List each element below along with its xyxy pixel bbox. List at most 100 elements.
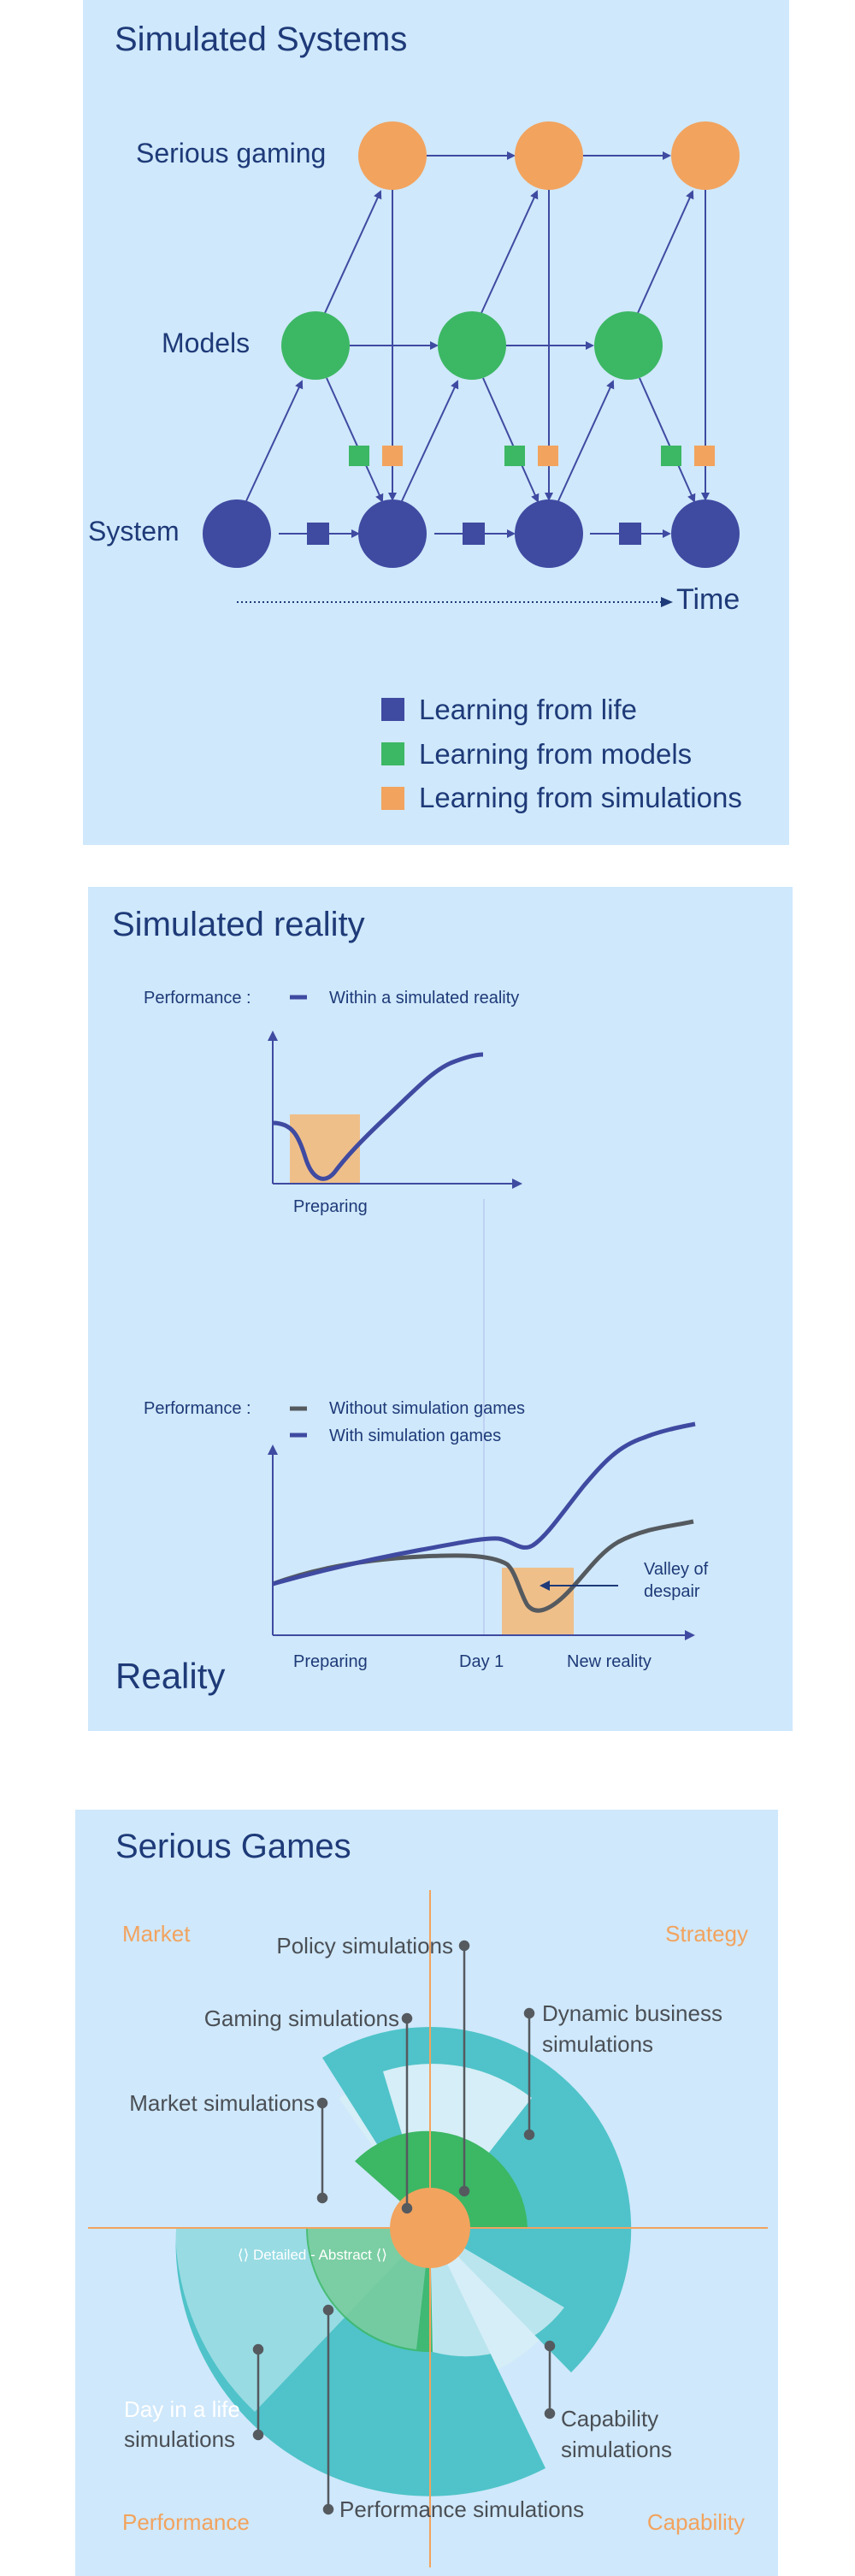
annotation-line1: Valley of	[644, 1560, 709, 1579]
learning-from-models-marker	[349, 446, 369, 466]
legend-swatch-life	[381, 698, 404, 721]
time-label: Time	[676, 583, 740, 616]
policy-simulations-label: Policy simulations	[276, 1933, 453, 1959]
valley-highlight	[502, 1568, 574, 1635]
serious-gaming-node	[358, 121, 427, 190]
annotation-pointer-arrowhead	[540, 1580, 550, 1591]
legend-swatch-models	[381, 742, 404, 765]
arrow	[400, 380, 459, 504]
center-right-glyph: ⟨⟩	[372, 2247, 387, 2263]
simulated-systems-diagram: Simulated Systems Serious gaming Models …	[88, 21, 742, 813]
performance-dot	[322, 2304, 334, 2316]
center-label: Detailed - Abstract	[253, 2247, 372, 2263]
legend-label: Without simulation games	[329, 1399, 525, 1418]
system-node	[203, 499, 271, 568]
capability-dot-end	[544, 2408, 556, 2419]
dynamic-dot	[523, 2007, 535, 2019]
performance-simulations-label: Performance simulations	[339, 2496, 584, 2522]
learning-from-simulations-marker	[382, 446, 403, 466]
x-label: Preparing	[293, 1197, 368, 1216]
x-label: Day 1	[459, 1652, 504, 1671]
quadrant-label-strategy: Strategy	[665, 1921, 748, 1947]
panel-title: Simulated Systems	[115, 21, 407, 58]
gaming-dot	[401, 2012, 413, 2024]
arrow	[557, 380, 615, 504]
leader-lines	[252, 1940, 556, 2515]
sector-light-overlay	[308, 2228, 430, 2349]
policy-dot	[458, 1940, 470, 1952]
capability-dot	[544, 2340, 556, 2352]
arrow	[324, 190, 382, 314]
center-label-text: ⟨⟩ Detailed - Abstract ⟨⟩	[238, 2247, 387, 2263]
legend-label: With simulation games	[329, 1427, 501, 1445]
series-line-simulated	[272, 1052, 484, 1181]
capability-simulations-label-line2: simulations	[561, 2437, 672, 2462]
learning-from-life-marker	[619, 523, 641, 545]
market-simulations-label: Market simulations	[129, 2090, 315, 2116]
annotation-line2: despair	[644, 1582, 700, 1601]
series-line-without	[272, 1519, 694, 1613]
dynamic-dot-end	[523, 2129, 535, 2141]
x-axis-arrowhead	[685, 1630, 695, 1640]
simulated-reality-panel: Simulated reality Performance : Within a…	[88, 887, 793, 1731]
x-label: New reality	[567, 1652, 652, 1671]
row-label-serious-gaming: Serious gaming	[136, 138, 326, 168]
arrow	[245, 380, 304, 504]
quadrant-label-capability: Capability	[647, 2509, 745, 2535]
serious-games-panel: Serious Games Market Strategy Performanc…	[75, 1810, 778, 2576]
y-axis-arrowhead	[268, 1445, 278, 1455]
nodes	[203, 121, 740, 568]
learning-markers	[307, 446, 715, 545]
dynamic-business-simulations-label-line1: Dynamic business	[542, 2000, 722, 2026]
day-in-life-dot	[252, 2343, 264, 2355]
performance-label: Performance :	[144, 989, 251, 1007]
arrow	[326, 377, 384, 503]
sector-green-performance	[306, 2228, 433, 2353]
y-axis-arrowhead	[268, 1031, 278, 1041]
learning-from-simulations-marker	[694, 446, 715, 466]
day-in-life-dot-end	[252, 2429, 264, 2441]
market-dot	[316, 2097, 328, 2109]
reality-label: Reality	[115, 1656, 225, 1696]
day-in-life-simulations-label-line1: Day in a life	[124, 2396, 240, 2422]
models-node	[438, 311, 506, 380]
sector-green-gaming	[355, 2130, 528, 2228]
legend-swatch-simulations	[381, 787, 404, 810]
row-label-models: Models	[162, 328, 250, 358]
learning-from-models-marker	[504, 446, 525, 466]
arrow	[637, 190, 694, 314]
legend-label: Learning from models	[419, 738, 692, 770]
sectors	[175, 2027, 632, 2496]
x-label: Preparing	[293, 1652, 368, 1671]
learning-from-life-marker	[463, 523, 485, 545]
quadrant-label-performance: Performance	[122, 2509, 250, 2535]
dynamic-business-simulations-label-line2: simulations	[542, 2031, 653, 2057]
learning-from-models-marker	[661, 446, 681, 466]
x-axis-arrowhead	[512, 1179, 522, 1189]
series-line-with	[272, 1421, 696, 1586]
gaming-dot-end	[401, 2202, 413, 2214]
panel-title: Serious Games	[115, 1828, 351, 1865]
models-node	[281, 311, 350, 380]
capability-simulations-label-line1: Capability	[561, 2406, 658, 2431]
gaming-simulations-label: Gaming simulations	[204, 2006, 399, 2031]
legend-label: Learning from simulations	[419, 782, 742, 813]
legend-label: Learning from life	[419, 694, 637, 725]
quadrant-label-market: Market	[122, 1921, 191, 1947]
policy-dot-end	[458, 2185, 470, 2197]
time-axis-arrowhead	[661, 597, 673, 607]
center-left-glyph: ⟨⟩	[238, 2247, 253, 2263]
system-node	[515, 499, 583, 568]
models-node	[594, 311, 663, 380]
market-dot-end	[316, 2192, 328, 2204]
system-node	[358, 499, 427, 568]
serious-gaming-node	[671, 121, 740, 190]
simulated-reality-diagram: Simulated reality Performance : Within a…	[112, 906, 709, 1696]
day-in-life-simulations-label-line2: simulations	[124, 2426, 235, 2452]
performance-dot-end	[322, 2503, 334, 2515]
serious-games-diagram: Serious Games Market Strategy Performanc…	[88, 1828, 768, 2567]
system-node	[671, 499, 740, 568]
arrow	[639, 377, 696, 503]
legend-label: Within a simulated reality	[329, 989, 519, 1007]
performance-label: Performance :	[144, 1399, 251, 1418]
